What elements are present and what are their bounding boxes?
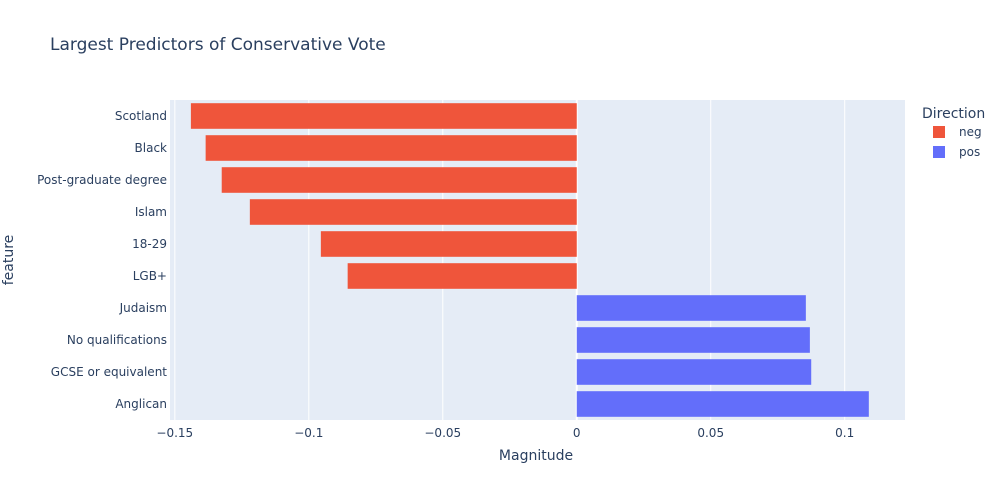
legend-swatch-neg[interactable] xyxy=(933,126,945,138)
y-tick-label: Black xyxy=(135,141,168,155)
y-tick-label: Scotland xyxy=(115,109,167,123)
y-axis-title: feature xyxy=(1,235,17,286)
bar-neg[interactable] xyxy=(190,103,577,129)
legend[interactable]: Direction neg pos xyxy=(922,106,985,159)
bar-pos[interactable] xyxy=(576,391,869,417)
x-tick-label: −0.05 xyxy=(424,426,461,440)
x-tick-label: 0 xyxy=(573,426,581,440)
legend-swatch-pos[interactable] xyxy=(933,146,945,158)
x-tick-label: −0.15 xyxy=(156,426,193,440)
bar-neg[interactable] xyxy=(347,263,577,289)
y-tick-label: Anglican xyxy=(115,397,167,411)
y-tick-label: Post-graduate degree xyxy=(37,173,167,187)
y-tick-labels: Scotland Black Post-graduate degree Islam 18… xyxy=(37,109,167,411)
legend-title: Direction xyxy=(922,106,985,122)
bar-neg[interactable] xyxy=(249,199,577,225)
bars xyxy=(190,103,869,417)
y-tick-label: LGB+ xyxy=(133,269,167,283)
y-tick-label: GCSE or equivalent xyxy=(51,365,167,379)
y-tick-label: No qualifications xyxy=(67,333,167,347)
legend-label-pos[interactable]: pos xyxy=(959,145,980,159)
bar-neg[interactable] xyxy=(320,231,577,257)
x-tick-label: 0.05 xyxy=(697,426,724,440)
chart-title: Largest Predictors of Conservative Vote xyxy=(50,35,386,55)
bar-pos[interactable] xyxy=(576,359,812,385)
y-tick-label: 18-29 xyxy=(132,237,167,251)
y-tick-label: Islam xyxy=(135,205,167,219)
bar-neg[interactable] xyxy=(221,167,577,193)
x-axis-title: Magnitude xyxy=(499,448,573,464)
x-tick-label: −0.1 xyxy=(294,426,323,440)
x-tick-labels: −0.15 −0.1 −0.05 0 0.05 0.1 xyxy=(156,426,854,440)
bar-pos[interactable] xyxy=(576,327,810,353)
bar-pos[interactable] xyxy=(576,295,806,321)
bar-neg[interactable] xyxy=(205,135,577,161)
y-tick-label: Judaism xyxy=(119,301,167,315)
x-tick-label: 0.1 xyxy=(835,426,854,440)
legend-label-neg[interactable]: neg xyxy=(959,125,982,139)
